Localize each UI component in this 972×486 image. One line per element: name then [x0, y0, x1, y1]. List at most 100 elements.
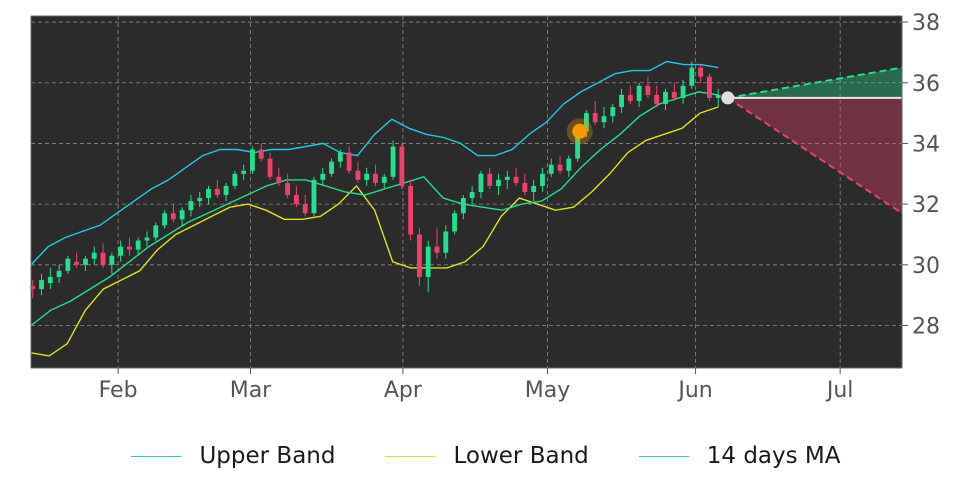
candle-body: [540, 173, 545, 186]
candle-body: [258, 149, 264, 159]
legend-swatch-upper-band: [131, 455, 182, 457]
candle-body: [663, 91, 668, 104]
candle-body: [144, 237, 150, 241]
candle-body: [417, 234, 422, 277]
candle-body: [346, 152, 352, 171]
candle-body: [680, 85, 686, 98]
candle-body: [47, 276, 53, 284]
candle-body: [425, 246, 431, 277]
candle-body: [583, 113, 589, 132]
orange-signal-marker: [572, 123, 588, 139]
candle-body: [100, 252, 106, 265]
plot-background: [31, 16, 902, 368]
candle-body: [223, 185, 229, 196]
candle-body: [83, 258, 88, 265]
signal-markers: [566, 91, 735, 145]
candle-body: [671, 91, 677, 98]
candle-body: [153, 225, 159, 238]
candle-body: [399, 146, 405, 186]
candle-body: [197, 198, 203, 202]
legend-item-14-day-ma: 14 days MA: [638, 443, 841, 469]
candle-body: [381, 176, 387, 183]
candle-body: [478, 173, 484, 192]
candle-body: [118, 246, 124, 256]
candle-body: [170, 213, 176, 220]
candle-body: [320, 173, 326, 180]
candle-body: [715, 94, 721, 98]
candle-body: [188, 201, 194, 211]
candle-body: [707, 76, 712, 98]
candle-body: [214, 188, 220, 196]
candle-body: [126, 246, 132, 250]
candle-body: [522, 182, 528, 192]
candle-body: [452, 213, 457, 232]
y-tick-label: 32: [912, 193, 940, 218]
candle-body: [241, 170, 247, 174]
candle-body: [162, 213, 167, 226]
candle-body: [364, 173, 370, 180]
candle-body: [39, 280, 44, 290]
candle-body: [434, 246, 440, 253]
candle-body: [179, 210, 185, 220]
candle-body: [276, 176, 282, 183]
y-tick-label: 30: [912, 254, 940, 279]
candle-body: [267, 158, 273, 177]
lower-band-line: [30, 106, 719, 357]
x-tick-label: May: [525, 378, 570, 403]
candle-body: [610, 107, 616, 117]
bollinger-chart: 28 30 32 34 36 38 Feb Mar Apr May Jun Jul: [30, 11, 940, 403]
candle-body: [469, 192, 475, 199]
forecast-down-line: [727, 97, 903, 215]
forecast-up-line: [727, 66, 903, 99]
candle-body: [566, 158, 572, 171]
upper-band-line: [30, 60, 719, 266]
candle-body: [337, 152, 343, 162]
x-tick-label: Jul: [825, 378, 854, 403]
y-tick-label: 28: [912, 315, 940, 340]
x-tick-label: Jun: [676, 378, 712, 403]
candle-body: [496, 179, 501, 186]
candle-body: [513, 176, 519, 183]
candle-body: [645, 85, 651, 95]
ma14-line: [30, 91, 719, 327]
legend-swatch-lower-band: [385, 455, 436, 457]
legend: Upper Band Lower Band 14 days MA: [0, 438, 972, 474]
candle-body: [232, 173, 238, 186]
candle-body: [654, 94, 660, 104]
candle-body: [601, 116, 607, 123]
candle-body: [206, 188, 211, 199]
band-lines: [30, 60, 719, 357]
legend-swatch-14-day-ma: [638, 455, 689, 457]
candle-body: [30, 286, 36, 290]
candle-body: [698, 67, 704, 77]
x-tick-label: Feb: [99, 378, 138, 403]
legend-item-lower-band: Lower Band: [385, 443, 589, 469]
candle-body: [575, 131, 581, 159]
candle-body: [443, 231, 449, 253]
x-tick-label: Apr: [384, 378, 423, 403]
candle-body: [65, 258, 71, 271]
legend-item-upper-band: Upper Band: [131, 443, 335, 469]
candle-body: [460, 198, 466, 214]
candle-body: [531, 185, 537, 192]
candle-body: [109, 255, 115, 265]
candle-body: [135, 240, 141, 250]
forecast-cone: [727, 66, 903, 215]
candle-body: [285, 182, 291, 196]
legend-label-upper-band: Upper Band: [199, 443, 336, 469]
candle-body: [592, 113, 598, 123]
candle-body: [293, 195, 299, 205]
legend-label-lower-band: Lower Band: [453, 443, 589, 469]
candle-body: [74, 261, 80, 265]
current-price-marker: [721, 91, 735, 105]
candle-body: [302, 204, 308, 214]
candle-body: [373, 173, 378, 183]
candle-body: [56, 270, 62, 277]
candle-body: [689, 67, 695, 86]
axes: 28 30 32 34 36 38 Feb Mar Apr May Jun Jul: [30, 11, 940, 403]
candle-body: [390, 146, 396, 177]
legend-label-14-day-ma: 14 days MA: [706, 443, 841, 469]
candle-body: [627, 94, 633, 101]
y-tick-label: 36: [912, 72, 940, 97]
